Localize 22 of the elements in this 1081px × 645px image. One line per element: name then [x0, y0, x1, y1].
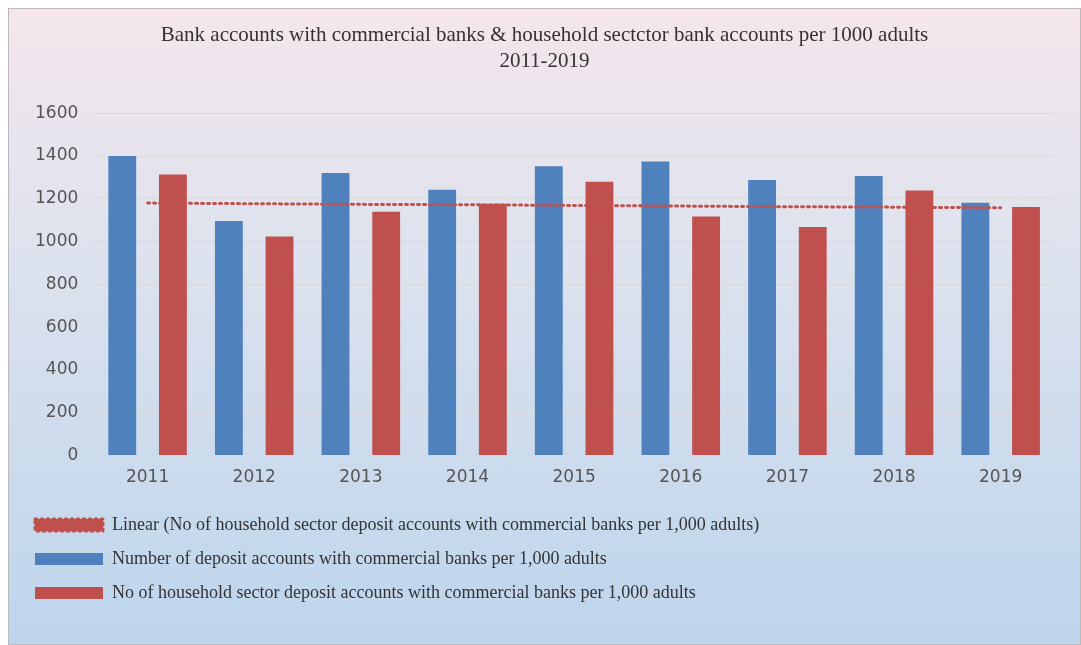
y-tick-label: 600	[45, 315, 79, 336]
x-tick-label: 2015	[552, 466, 596, 487]
x-tick-label: 2012	[232, 466, 276, 487]
x-tick-label: 2016	[659, 466, 703, 487]
legend-label: Number of deposit accounts with commercial banks per 1,000 adults	[112, 547, 607, 568]
x-tick-label: 2018	[872, 466, 916, 487]
y-tick-label: 1000	[35, 230, 79, 251]
y-tick-label: 800	[45, 272, 79, 293]
y-tick-label: 0	[67, 444, 79, 465]
chart-title: Bank accounts with commercial banks & household sectctor bank accounts per 1000 adults 2011-2019	[159, 21, 930, 73]
x-tick-label: 2019	[979, 466, 1023, 487]
x-tick-label: 2013	[339, 466, 383, 487]
y-tick-label: 1600	[35, 101, 79, 122]
x-tick-label: 2011	[125, 466, 170, 487]
y-tick-label: 200	[45, 401, 79, 422]
y-tick-label: 1400	[35, 144, 79, 165]
y-tick-label: 400	[45, 358, 79, 379]
y-tick-label: 1200	[35, 187, 79, 208]
x-tick-label: 2017	[765, 466, 810, 487]
legend-label: No of household sector deposit accounts with commercial banks per 1,000 adults	[112, 581, 696, 602]
x-tick-label: 2014	[445, 466, 490, 487]
legend-label: Linear (No of household sector deposit accounts with commercial banks per 1,000 adults)	[112, 513, 760, 535]
